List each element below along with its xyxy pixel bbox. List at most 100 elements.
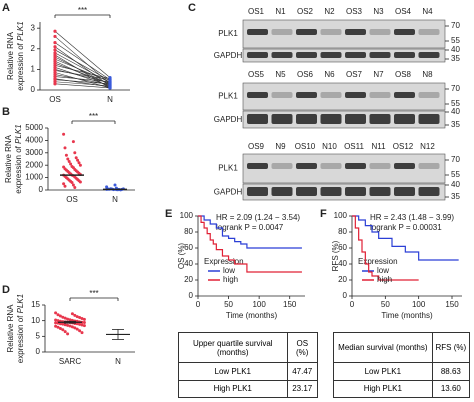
annotation: logrank P = 0.0047 (216, 223, 284, 232)
band (345, 29, 366, 35)
point (68, 324, 72, 328)
band (247, 52, 268, 58)
cell: High PLK1 (333, 379, 433, 398)
point (66, 323, 70, 327)
point (58, 314, 62, 318)
point (53, 48, 57, 52)
survival-curve (198, 215, 302, 273)
y-tick-label: 80 (338, 227, 347, 236)
significance: *** (89, 289, 98, 298)
point (77, 161, 81, 165)
point (53, 29, 57, 33)
sample-label: OS9 (248, 142, 265, 151)
band (296, 29, 317, 35)
point (56, 319, 60, 323)
sample-label: N12 (420, 142, 435, 151)
band (418, 187, 440, 196)
sample-label: OS4 (395, 7, 412, 16)
point (75, 315, 79, 319)
y-tick-label: 60 (338, 243, 347, 252)
x-tick-label: 150 (283, 300, 297, 309)
band-label: PLK1 (218, 164, 238, 173)
sample-label: OS7 (346, 70, 363, 79)
y-tick-label: 1000 (25, 173, 43, 182)
point (66, 332, 70, 336)
panel-label: E (165, 208, 172, 220)
y-axis-label-gene: PLK1 (14, 124, 23, 144)
marker-label: 40 (451, 180, 460, 189)
significance: *** (89, 112, 98, 121)
cell: Low PLK1 (333, 362, 433, 381)
y-axis-label-part: expression of (16, 313, 25, 363)
y-axis-label: expression of PLK1 (14, 124, 23, 193)
band (296, 52, 317, 58)
pair-line (54, 31, 111, 78)
band (247, 163, 268, 169)
band (320, 29, 342, 35)
point (113, 183, 117, 187)
sample-label: N3 (373, 7, 384, 16)
band (296, 92, 317, 98)
x-tick-label: 100 (412, 300, 426, 309)
pair-line (54, 69, 111, 84)
cell: 47.47 (286, 362, 318, 381)
cell: Median survival (months) (333, 332, 433, 363)
point (66, 157, 70, 161)
point (80, 316, 84, 320)
band (320, 163, 342, 169)
sample-label: OS12 (393, 142, 414, 151)
point (66, 317, 70, 321)
x-tick-label: 50 (224, 300, 233, 309)
band (296, 114, 317, 124)
panel-label: B (2, 106, 10, 118)
pair-line (54, 64, 111, 79)
pair-line (54, 70, 111, 80)
pair-line (54, 76, 111, 83)
band (369, 52, 391, 58)
point (64, 153, 68, 157)
band (418, 29, 440, 35)
y-tick-label: 4000 (25, 136, 43, 145)
cell: 23.17 (286, 379, 318, 398)
cell: OS (%) (286, 332, 318, 363)
sample-label: OS1 (248, 7, 265, 16)
sample-label: N11 (371, 142, 386, 151)
band (247, 187, 268, 196)
pair-line (54, 81, 111, 87)
survival-curve (198, 215, 302, 249)
y-axis-label: expression of PLK1 (16, 294, 25, 363)
point (63, 184, 67, 188)
point (53, 82, 57, 86)
sample-label: OS11 (344, 142, 364, 151)
band-label: GAPDH (214, 115, 243, 124)
band (247, 92, 268, 98)
band-label: GAPDH (214, 188, 243, 197)
x-tick-label: N (107, 95, 113, 104)
y-tick-label: 3000 (25, 148, 43, 157)
point (73, 326, 77, 330)
sample-label: OS5 (248, 70, 265, 79)
band (320, 114, 342, 124)
point (58, 327, 62, 330)
x-axis-label: Time (months) (381, 311, 433, 320)
annotation: HR = 2.09 (1.24 − 3.54) (216, 213, 300, 222)
y-tick-label: 0 (31, 85, 36, 94)
band (247, 114, 268, 124)
point (69, 162, 73, 166)
point (76, 158, 80, 162)
y-tick-label: 80 (184, 227, 193, 236)
point (78, 180, 82, 184)
y-axis-label-gene: PLK1 (16, 21, 25, 41)
band (369, 29, 391, 35)
blot-panel (242, 48, 446, 63)
annotation: logrank P = 0.00031 (370, 223, 442, 232)
band (320, 52, 342, 58)
y-axis-label: Relative RNA (6, 304, 15, 353)
x-tick-label: 50 (381, 300, 390, 309)
y-tick-label: 2000 (25, 160, 43, 169)
x-tick-label: N (112, 195, 118, 204)
legend-label: high (377, 275, 392, 284)
point (73, 313, 77, 317)
point (56, 313, 60, 317)
